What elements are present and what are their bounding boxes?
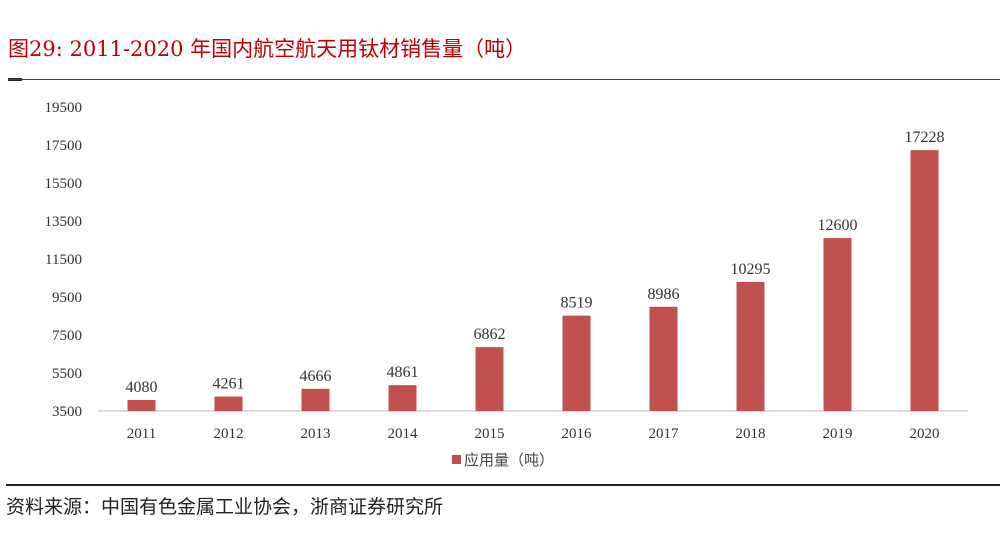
data-label: 17228 (905, 129, 945, 146)
bar-2019 (823, 238, 852, 411)
bar-2014 (388, 385, 417, 411)
bar-2015 (475, 347, 504, 411)
data-label: 8986 (648, 286, 680, 303)
bar-2018 (736, 281, 765, 411)
source-note: 资料来源：中国有色金属工业协会，浙商证券研究所 (6, 496, 444, 518)
data-label: 10295 (731, 261, 771, 278)
data-label: 4080 (126, 379, 158, 396)
bar-2017 (649, 306, 678, 411)
y-tick-label: 19500 (45, 100, 83, 116)
bar-2016 (562, 315, 591, 411)
y-tick-label: 15500 (45, 176, 83, 192)
data-label: 4666 (300, 368, 332, 385)
x-tick-label: 2011 (127, 426, 156, 442)
y-tick-label: 11500 (45, 252, 82, 268)
y-tick-label: 17500 (45, 138, 83, 154)
x-tick-label: 2016 (562, 426, 593, 442)
bar-2012 (214, 396, 243, 411)
y-tick-label: 7500 (52, 328, 82, 344)
x-tick-label: 2020 (910, 426, 940, 442)
x-tick-label: 2019 (823, 426, 853, 442)
data-label: 8519 (561, 295, 593, 312)
y-tick-label: 13500 (45, 214, 83, 230)
y-tick-label: 9500 (52, 290, 82, 306)
x-tick-label: 2013 (301, 426, 331, 442)
legend-swatch (452, 455, 461, 464)
x-tick-label: 2018 (736, 426, 766, 442)
x-tick-label: 2012 (214, 426, 244, 442)
source-divider (6, 484, 1000, 486)
y-tick-label: 5500 (52, 366, 82, 382)
x-tick-label: 2014 (388, 426, 419, 442)
title-divider (8, 79, 1000, 80)
data-label: 4261 (213, 376, 245, 393)
x-tick-label: 2017 (649, 426, 680, 442)
legend: 应用量（吨） (452, 451, 554, 469)
bar-2020 (910, 150, 939, 411)
data-label: 4861 (387, 364, 419, 381)
x-tick-label: 2015 (475, 426, 505, 442)
bar-2013 (301, 388, 330, 411)
y-tick-label: 3500 (52, 404, 82, 420)
bar-2011 (127, 399, 156, 411)
data-label: 12600 (818, 217, 858, 234)
data-label: 6862 (474, 326, 506, 343)
figure-title: 图29: 2011-2020 年国内航空航天用钛材销售量（吨） (8, 37, 527, 61)
legend-label: 应用量（吨） (464, 451, 554, 469)
